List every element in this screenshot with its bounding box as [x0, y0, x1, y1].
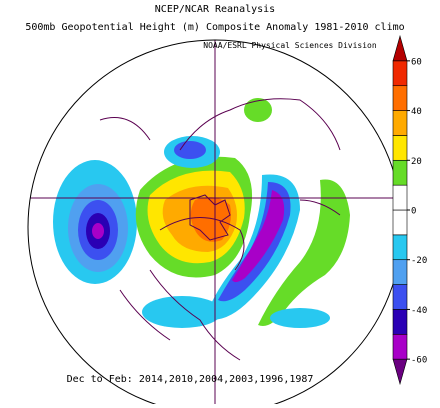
title-line-2: 500mb Geopotential Height (m) Composite …	[25, 22, 404, 33]
colorbar: 60 40 20 0 -20 -40 -60	[392, 34, 427, 386]
colorbar-tick-label: 60	[411, 57, 422, 67]
colorbar-segment	[392, 234, 408, 261]
colorbar-segment	[392, 60, 408, 87]
colorbar-segment	[392, 284, 408, 310]
colorbar-segment	[392, 85, 408, 111]
colorbar-tick-label: 0	[411, 207, 416, 217]
colorbar-arrow	[392, 34, 408, 62]
colorbar-segment	[392, 259, 408, 285]
colorbar-tick-label: 40	[411, 107, 422, 117]
colorbar-segment	[392, 110, 408, 136]
colorbar-segment	[392, 159, 408, 186]
colorbar-arrow	[392, 358, 408, 386]
title-line-1: NCEP/NCAR Reanalysis	[155, 4, 275, 15]
colorbar-segment	[392, 309, 408, 335]
attribution: NOAA/ESRL Physical Sciences Division	[203, 41, 377, 50]
colorbar-segment	[392, 135, 408, 161]
colorbar-tick-label: -20	[411, 256, 427, 266]
colorbar-segment	[392, 184, 408, 211]
colorbar-tick-label: 20	[411, 157, 422, 167]
colorbar-segment	[392, 333, 408, 360]
colorbar-segment	[392, 209, 408, 236]
colorbar-tick-label: -60	[411, 356, 427, 366]
colorbar-tick-label: -40	[411, 306, 427, 316]
caption: Dec to Feb: 2014,2010,2004,2003,1996,198…	[67, 374, 314, 385]
